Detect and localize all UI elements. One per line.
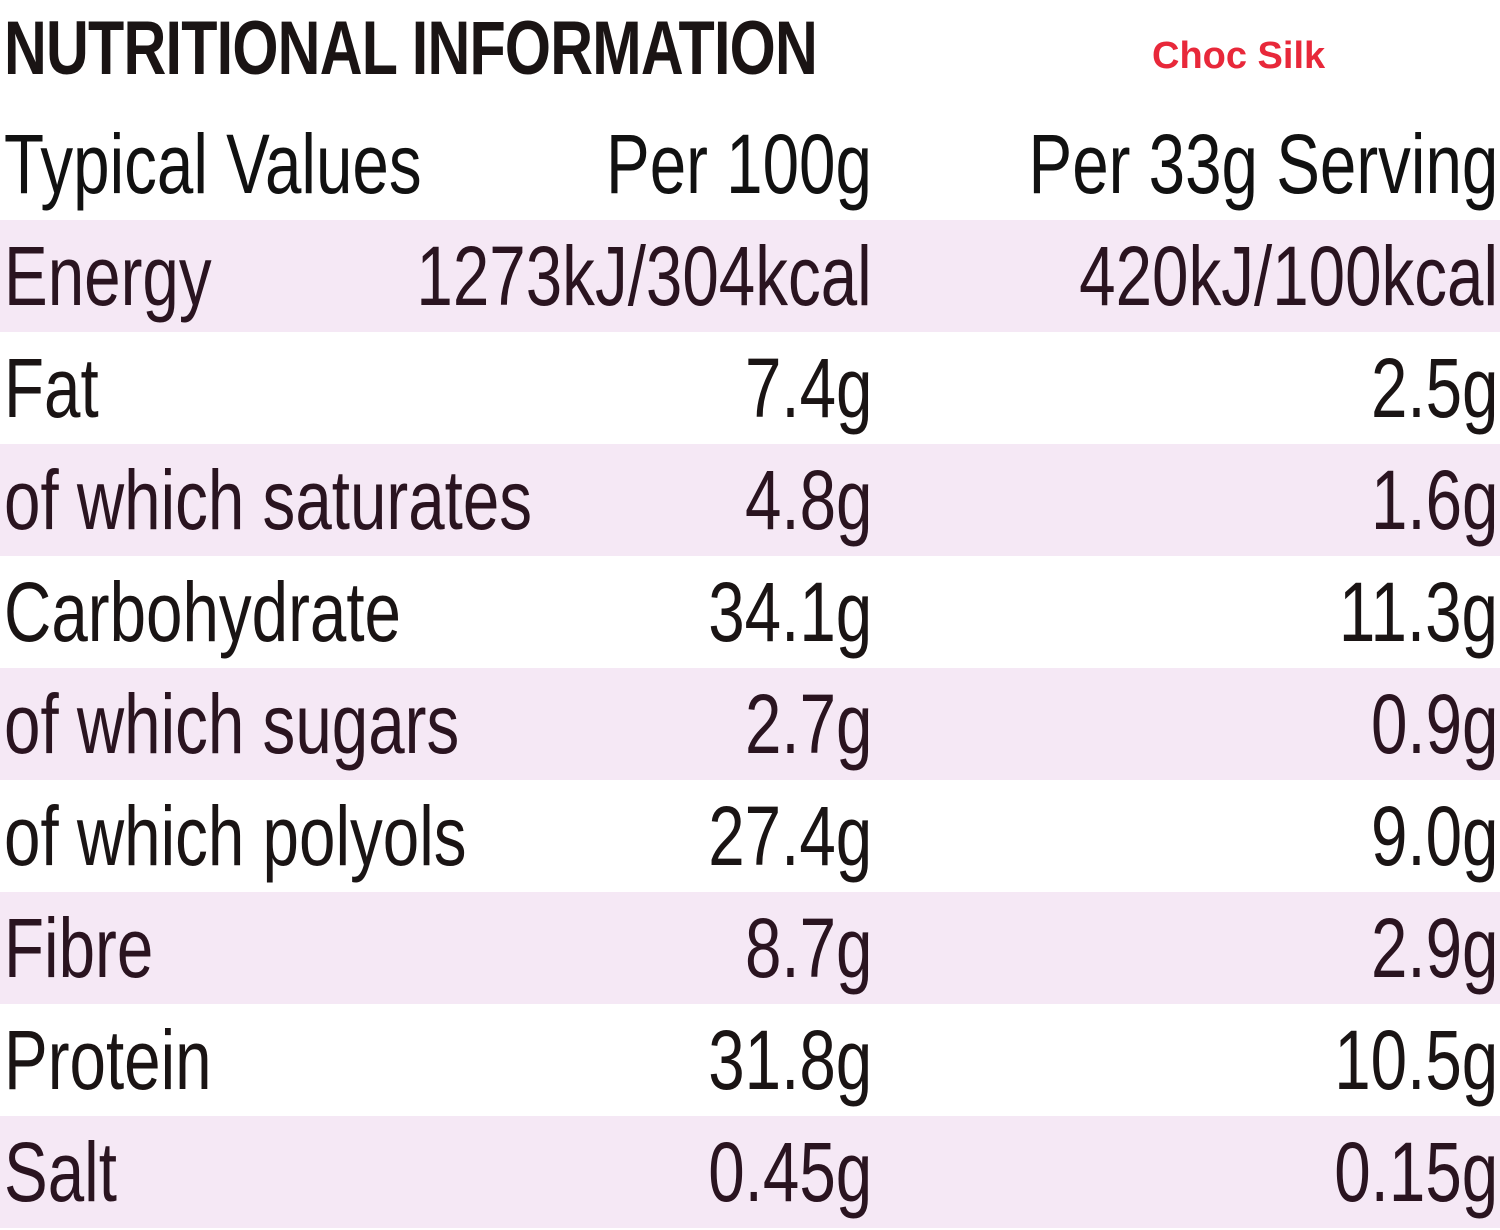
row-label: Energy bbox=[4, 229, 212, 323]
row-per-100g: 8.7g bbox=[744, 901, 872, 995]
row-per-100g: 0.45g bbox=[708, 1125, 872, 1219]
row-per-100g: 34.1g bbox=[708, 565, 872, 659]
product-name: Choc Silk bbox=[1152, 35, 1326, 77]
header-per-100g: Per 100g bbox=[606, 117, 872, 211]
header-per-serving: Per 33g Serving bbox=[1028, 117, 1498, 211]
row-label: of which sugars bbox=[4, 677, 460, 771]
row-per-100g: 27.4g bbox=[708, 789, 872, 883]
table-row-energy: Energy 1273kJ/304kcal 420kJ/100kcal bbox=[0, 220, 1500, 332]
row-per-serving: 10.5g bbox=[1334, 1013, 1498, 1107]
table-row-polyols: of which polyols 27.4g 9.0g bbox=[0, 780, 1500, 892]
page-title: NUTRITIONAL INFORMATION bbox=[4, 6, 818, 91]
table-row-carbohydrate: Carbohydrate 34.1g 11.3g bbox=[0, 556, 1500, 668]
table-row-saturates: of which saturates 4.8g 1.6g bbox=[0, 444, 1500, 556]
row-label: Fibre bbox=[4, 901, 154, 995]
header-typical-values: Typical Values bbox=[4, 117, 422, 211]
row-per-100g: 7.4g bbox=[744, 341, 872, 435]
row-per-serving: 420kJ/100kcal bbox=[1079, 229, 1498, 323]
row-per-serving: 2.9g bbox=[1370, 901, 1498, 995]
row-per-serving: 0.9g bbox=[1370, 677, 1498, 771]
row-per-serving: 11.3g bbox=[1338, 565, 1498, 659]
row-label: Protein bbox=[4, 1013, 212, 1107]
table-header-row: Typical Values Per 100g Per 33g Serving bbox=[0, 108, 1500, 220]
row-per-serving: 0.15g bbox=[1334, 1125, 1498, 1219]
row-label: of which saturates bbox=[4, 453, 533, 547]
row-label: Fat bbox=[4, 341, 99, 435]
row-label: of which polyols bbox=[4, 789, 467, 883]
row-per-serving: 2.5g bbox=[1370, 341, 1498, 435]
row-per-serving: 1.6g bbox=[1370, 453, 1498, 547]
table-row-protein: Protein 31.8g 10.5g bbox=[0, 1004, 1500, 1116]
row-label: Salt bbox=[4, 1125, 117, 1219]
row-per-serving: 9.0g bbox=[1370, 789, 1498, 883]
row-per-100g: 4.8g bbox=[744, 453, 872, 547]
table-row-fibre: Fibre 8.7g 2.9g bbox=[0, 892, 1500, 1004]
row-per-100g: 31.8g bbox=[708, 1013, 872, 1107]
table-row-salt: Salt 0.45g 0.15g bbox=[0, 1116, 1500, 1228]
table-row-fat: Fat 7.4g 2.5g bbox=[0, 332, 1500, 444]
nutrition-table: Typical Values Per 100g Per 33g Serving … bbox=[0, 108, 1500, 1228]
row-label: Carbohydrate bbox=[4, 565, 401, 659]
heading-bar: NUTRITIONAL INFORMATION Choc Silk bbox=[0, 0, 1500, 108]
row-per-100g: 1273kJ/304kcal bbox=[416, 229, 872, 323]
table-row-sugars: of which sugars 2.7g 0.9g bbox=[0, 668, 1500, 780]
row-per-100g: 2.7g bbox=[744, 677, 872, 771]
